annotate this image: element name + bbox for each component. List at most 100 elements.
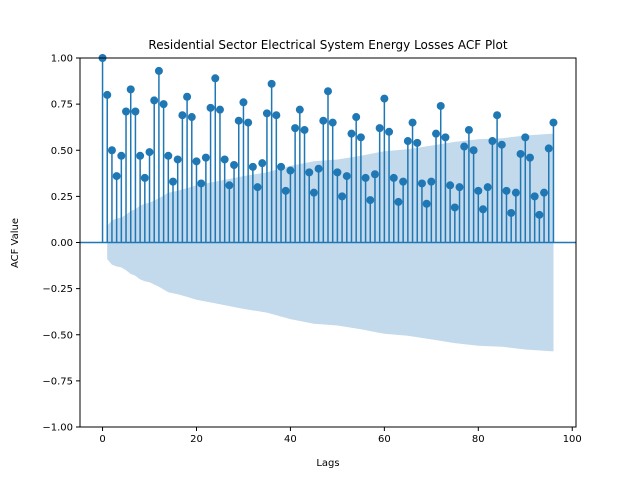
acf-point: [432, 129, 441, 138]
y-axis-ticks: −1.00 −0.75 −0.50 −0.25 0.00 0.25 0.50 0.75 1.00: [42, 54, 80, 434]
acf-point: [267, 79, 276, 88]
y-tick-label: 0.00: [51, 238, 73, 249]
acf-point: [422, 199, 431, 208]
acf-point: [338, 192, 347, 201]
acf-point: [126, 85, 135, 94]
acf-point: [309, 188, 318, 197]
y-tick-label: 1.00: [51, 54, 73, 65]
acf-point: [159, 100, 168, 109]
acf-point: [342, 172, 351, 181]
x-tick-label: 80: [472, 434, 485, 445]
acf-point: [483, 183, 492, 192]
acf-point: [277, 162, 286, 171]
acf-point: [479, 205, 487, 214]
acf-point: [446, 181, 455, 190]
acf-point: [525, 153, 534, 162]
acf-point: [417, 179, 426, 188]
y-tick-label: −0.50: [42, 330, 73, 341]
acf-point: [253, 183, 262, 192]
acf-point: [530, 192, 539, 201]
acf-point: [375, 124, 384, 133]
y-axis-title: ACF Value: [10, 218, 21, 268]
acf-point: [516, 149, 525, 158]
acf-point: [201, 153, 210, 162]
acf-point: [215, 105, 224, 114]
acf-point: [314, 164, 323, 173]
acf-point: [131, 107, 140, 116]
acf-point: [366, 196, 375, 205]
acf-point: [474, 186, 483, 195]
x-axis-ticks: 0 20 40 60 80 100: [99, 427, 582, 445]
acf-point: [497, 140, 506, 149]
x-axis-title: Lags: [316, 458, 339, 469]
acf-point: [230, 161, 239, 170]
acf-point: [544, 144, 553, 153]
acf-point: [239, 98, 248, 107]
acf-point: [136, 151, 145, 160]
acf-point: [535, 210, 544, 219]
acf-point: [521, 133, 530, 142]
y-tick-label: −0.75: [42, 376, 73, 387]
y-tick-label: 0.50: [51, 146, 73, 157]
acf-point: [225, 181, 234, 190]
acf-point: [220, 155, 229, 164]
acf-point: [370, 170, 379, 179]
acf-point: [183, 92, 192, 101]
chart-title: Residential Sector Electrical System Ene…: [148, 38, 507, 52]
acf-point: [295, 105, 304, 114]
acf-point: [413, 138, 422, 147]
acf-point: [319, 116, 328, 125]
acf-point: [450, 203, 459, 212]
acf-point: [244, 118, 253, 127]
acf-point: [361, 173, 370, 182]
acf-point: [164, 151, 173, 160]
acf-point: [394, 197, 403, 206]
y-tick-label: −0.25: [42, 284, 73, 295]
acf-point: [469, 146, 478, 155]
acf-point: [511, 188, 520, 197]
acf-point: [150, 96, 159, 105]
acf-point: [507, 208, 516, 217]
acf-point: [455, 183, 464, 192]
acf-point: [408, 118, 417, 127]
acf-point: [300, 125, 309, 134]
acf-point: [140, 173, 149, 182]
stem-layer: [101, 58, 555, 243]
x-tick-label: 0: [99, 434, 105, 445]
x-tick-label: 40: [284, 434, 297, 445]
acf-point: [549, 118, 558, 127]
acf-point: [169, 177, 177, 186]
acf-point: [352, 113, 361, 122]
acf-point: [460, 142, 469, 151]
acf-point: [540, 188, 549, 197]
acf-point: [488, 137, 497, 146]
acf-point: [234, 116, 243, 125]
acf-point: [145, 148, 154, 157]
acf-point: [178, 111, 187, 120]
acf-point: [441, 133, 450, 142]
acf-point: [154, 66, 163, 75]
acf-point: [464, 125, 473, 134]
acf-point: [117, 151, 126, 160]
acf-point: [112, 172, 121, 181]
acf-point: [248, 162, 257, 171]
x-tick-label: 20: [190, 434, 203, 445]
acf-point: [403, 137, 412, 146]
acf-point: [389, 173, 398, 182]
acf-point: [173, 155, 182, 164]
acf-point: [107, 146, 116, 155]
acf-point: [206, 103, 215, 112]
acf-point: [328, 118, 337, 127]
acf-point: [211, 74, 220, 83]
acf-point: [187, 113, 196, 122]
y-tick-label: −1.00: [42, 423, 73, 434]
acf-point: [291, 124, 300, 133]
acf-point: [262, 109, 271, 118]
x-tick-label: 100: [563, 434, 582, 445]
y-tick-label: 0.75: [51, 100, 73, 111]
acf-point: [427, 177, 436, 186]
acf-point: [502, 186, 511, 195]
acf-point: [385, 127, 394, 136]
acf-point: [258, 159, 267, 168]
acf-point: [493, 111, 502, 120]
